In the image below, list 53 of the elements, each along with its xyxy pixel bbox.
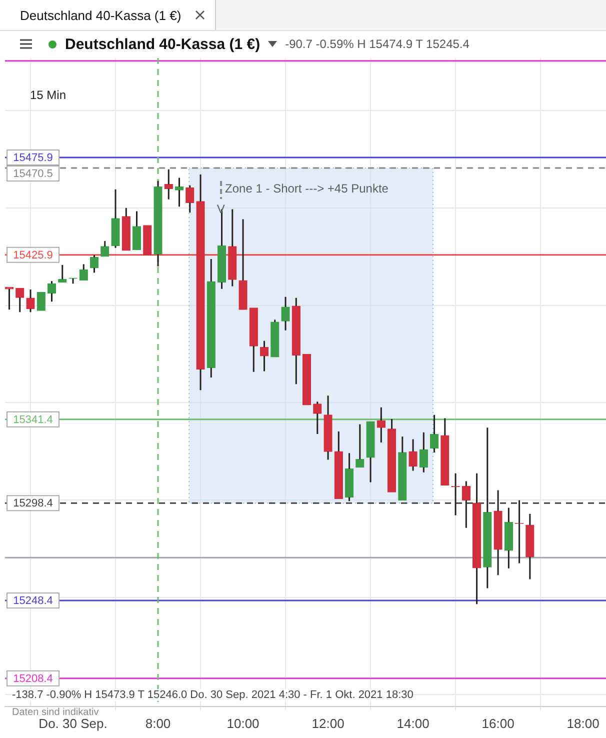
candlestick [270, 318, 280, 358]
ref-line-label: 15425.9 [13, 249, 53, 262]
candlestick [132, 210, 142, 250]
x-tick-label: 8:00 [145, 716, 171, 731]
annotation: V [216, 202, 225, 216]
ref-line-label: 15475.9 [13, 152, 53, 164]
candlestick [472, 472, 482, 605]
candlestick [504, 507, 513, 570]
annotation: -138.7 -0.90% H 15473.9 T 15246.0 Do. 30 Sep. 2021 4:30 - Fr. 1 Okt. 2021 18:30 [12, 689, 414, 701]
candlestick [249, 308, 258, 373]
candlestick [419, 432, 428, 474]
candlestick [174, 177, 184, 208]
candlestick [154, 180, 162, 268]
ref-line-label: 15470.5 [13, 168, 53, 180]
candlestick [451, 472, 460, 516]
candlestick [398, 436, 407, 501]
candlestick [526, 513, 534, 580]
candlestick [408, 438, 418, 472]
candlestick [302, 354, 312, 406]
x-tick-label: 12:00 [312, 716, 344, 731]
candlestick [111, 188, 120, 249]
candlestick [462, 480, 470, 529]
candlestick [292, 297, 300, 385]
candlestick [228, 208, 237, 287]
ref-line-label: 15208.4 [13, 672, 53, 685]
candlestick [324, 394, 332, 460]
band-label: Zone 1 - Short ---> +45 Punkte [225, 181, 389, 196]
candlestick [164, 168, 173, 200]
candlestick [494, 490, 502, 576]
x-tick-label: 14:00 [396, 716, 430, 731]
candlestick [344, 452, 354, 502]
chart-subtitle: -90.7 -0.59% H 15474.9 T 15245.4 [285, 37, 470, 51]
candlestick [440, 417, 450, 486]
candlestick [387, 418, 396, 492]
candlestick [186, 184, 194, 214]
x-tick-label: Do. 30 Sep. [38, 716, 108, 731]
candlestick [356, 424, 364, 468]
ref-line-label: 15298.4 [13, 498, 53, 510]
candlestick [430, 414, 439, 454]
candlestick [100, 240, 110, 257]
candlestick [483, 426, 492, 589]
candlestick [281, 296, 290, 332]
candlestick [206, 258, 216, 378]
x-tick-label: 16:00 [482, 716, 514, 731]
candlestick [366, 421, 375, 484]
chart-title: Deutschland 40-Kassa (1 €) [20, 8, 182, 22]
chart-title: Deutschland 40-Kassa (1 €) [65, 36, 260, 52]
x-tick-label: 10:00 [226, 716, 260, 731]
x-tick-label: 18:00 [566, 716, 600, 731]
ref-line-label: 15248.4 [13, 595, 53, 608]
ref-line-label: 15341.4 [13, 414, 53, 426]
text: Daten sind indikativ [12, 707, 99, 718]
annotation: 15 Min [30, 88, 66, 102]
